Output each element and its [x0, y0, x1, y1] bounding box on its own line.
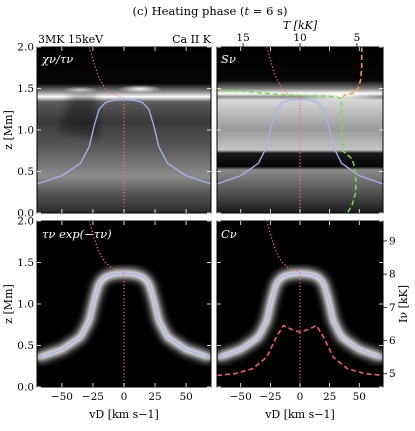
- figure-title: (c) Heating phase (t = 6 s): [133, 4, 288, 18]
- series-orange-dashed-top-right: [342, 47, 363, 98]
- series-lavender-solid-bottom-left: [37, 272, 211, 359]
- x2tick-label: 15: [236, 32, 249, 44]
- xtick-label-bottom-left: −50: [51, 391, 73, 403]
- y2tick-label: 7: [389, 302, 396, 314]
- y2label-bottom-right: Iν [kK]: [397, 285, 410, 323]
- ytick-label-top-left: 0.0: [17, 208, 34, 220]
- ytick-label-top-left: 2.0: [17, 42, 34, 54]
- series-pink-dashed-bottom-right: [217, 324, 383, 377]
- ytick-label-bottom-left: 1.0: [17, 299, 34, 311]
- y2tick-label: 9: [389, 235, 396, 247]
- series-lavender-solid-top-right: [217, 98, 383, 185]
- xtick-label-bottom-left: 25: [148, 391, 161, 403]
- series-red-dotted-top-left: [88, 47, 125, 213]
- xtick-label-bottom-left: 0: [121, 391, 128, 403]
- panel-bg-bottom-right: [217, 221, 383, 387]
- xtick-label-bottom-right: −25: [259, 391, 281, 403]
- series-lavender-solid-top-left: [37, 98, 211, 185]
- x2tick-label: 5: [354, 32, 361, 44]
- y2tick-label: 8: [389, 269, 396, 281]
- glow-top-left-left: [62, 86, 98, 94]
- x2label-top-right: T [kK]: [283, 19, 318, 32]
- panel-bg-top-right: [217, 47, 383, 213]
- xlabel-bottom-left: vD [km s−1]: [88, 408, 159, 421]
- ytick-label-bottom-left: 0.5: [17, 340, 34, 352]
- dark-wedge-top-left: [60, 95, 100, 140]
- series-lavender-solid-bottom-right: [217, 272, 383, 359]
- xlabel-bottom-right: vD [km s−1]: [264, 408, 335, 421]
- ytick-label-top-left: 0.5: [17, 166, 34, 178]
- series-green-dashed-top-right: [217, 89, 357, 213]
- panel-bg-bottom-left: [37, 221, 211, 387]
- x2tick-label: 10: [293, 32, 306, 44]
- annotation-ca-ii-k: Ca II K: [172, 33, 212, 46]
- ytick-label-top-left: 1.0: [17, 125, 34, 137]
- ytick-label-bottom-left: 0.0: [17, 382, 34, 394]
- xtick-label-bottom-left: −25: [82, 391, 104, 403]
- glow-top-left-right: [118, 85, 162, 93]
- y2tick-label: 5: [389, 368, 396, 380]
- glow-top-right: [300, 91, 380, 101]
- xtick-label-bottom-left: 50: [179, 391, 192, 403]
- xtick-label-bottom-right: −50: [230, 391, 252, 403]
- ytick-label-top-left: 1.5: [17, 83, 34, 95]
- y2tick-label: 6: [389, 335, 396, 347]
- ytick-label-bottom-left: 1.5: [17, 257, 34, 269]
- xtick-label-bottom-right: 25: [323, 391, 336, 403]
- xtick-label-bottom-right: 0: [297, 391, 304, 403]
- ylabel-top-left: z [Mm]: [2, 110, 15, 150]
- ylabel-bottom-left: z [Mm]: [2, 284, 15, 324]
- series-red-dotted-bottom-right: [266, 221, 301, 387]
- panel-label-s-nu: Sν: [221, 52, 236, 66]
- annotation-3mk: 3MK 15keV: [38, 33, 104, 46]
- panel-label-tau-exp: τν exp(−τν): [42, 227, 112, 241]
- series-red-dotted-bottom-left: [88, 221, 125, 387]
- panel-label-c-nu: Cν: [221, 227, 237, 241]
- xtick-label-bottom-right: 50: [353, 391, 366, 403]
- panel-label-chi-tau: χν/τν: [41, 52, 73, 66]
- ytick-label-bottom-left: 2.0: [17, 216, 34, 228]
